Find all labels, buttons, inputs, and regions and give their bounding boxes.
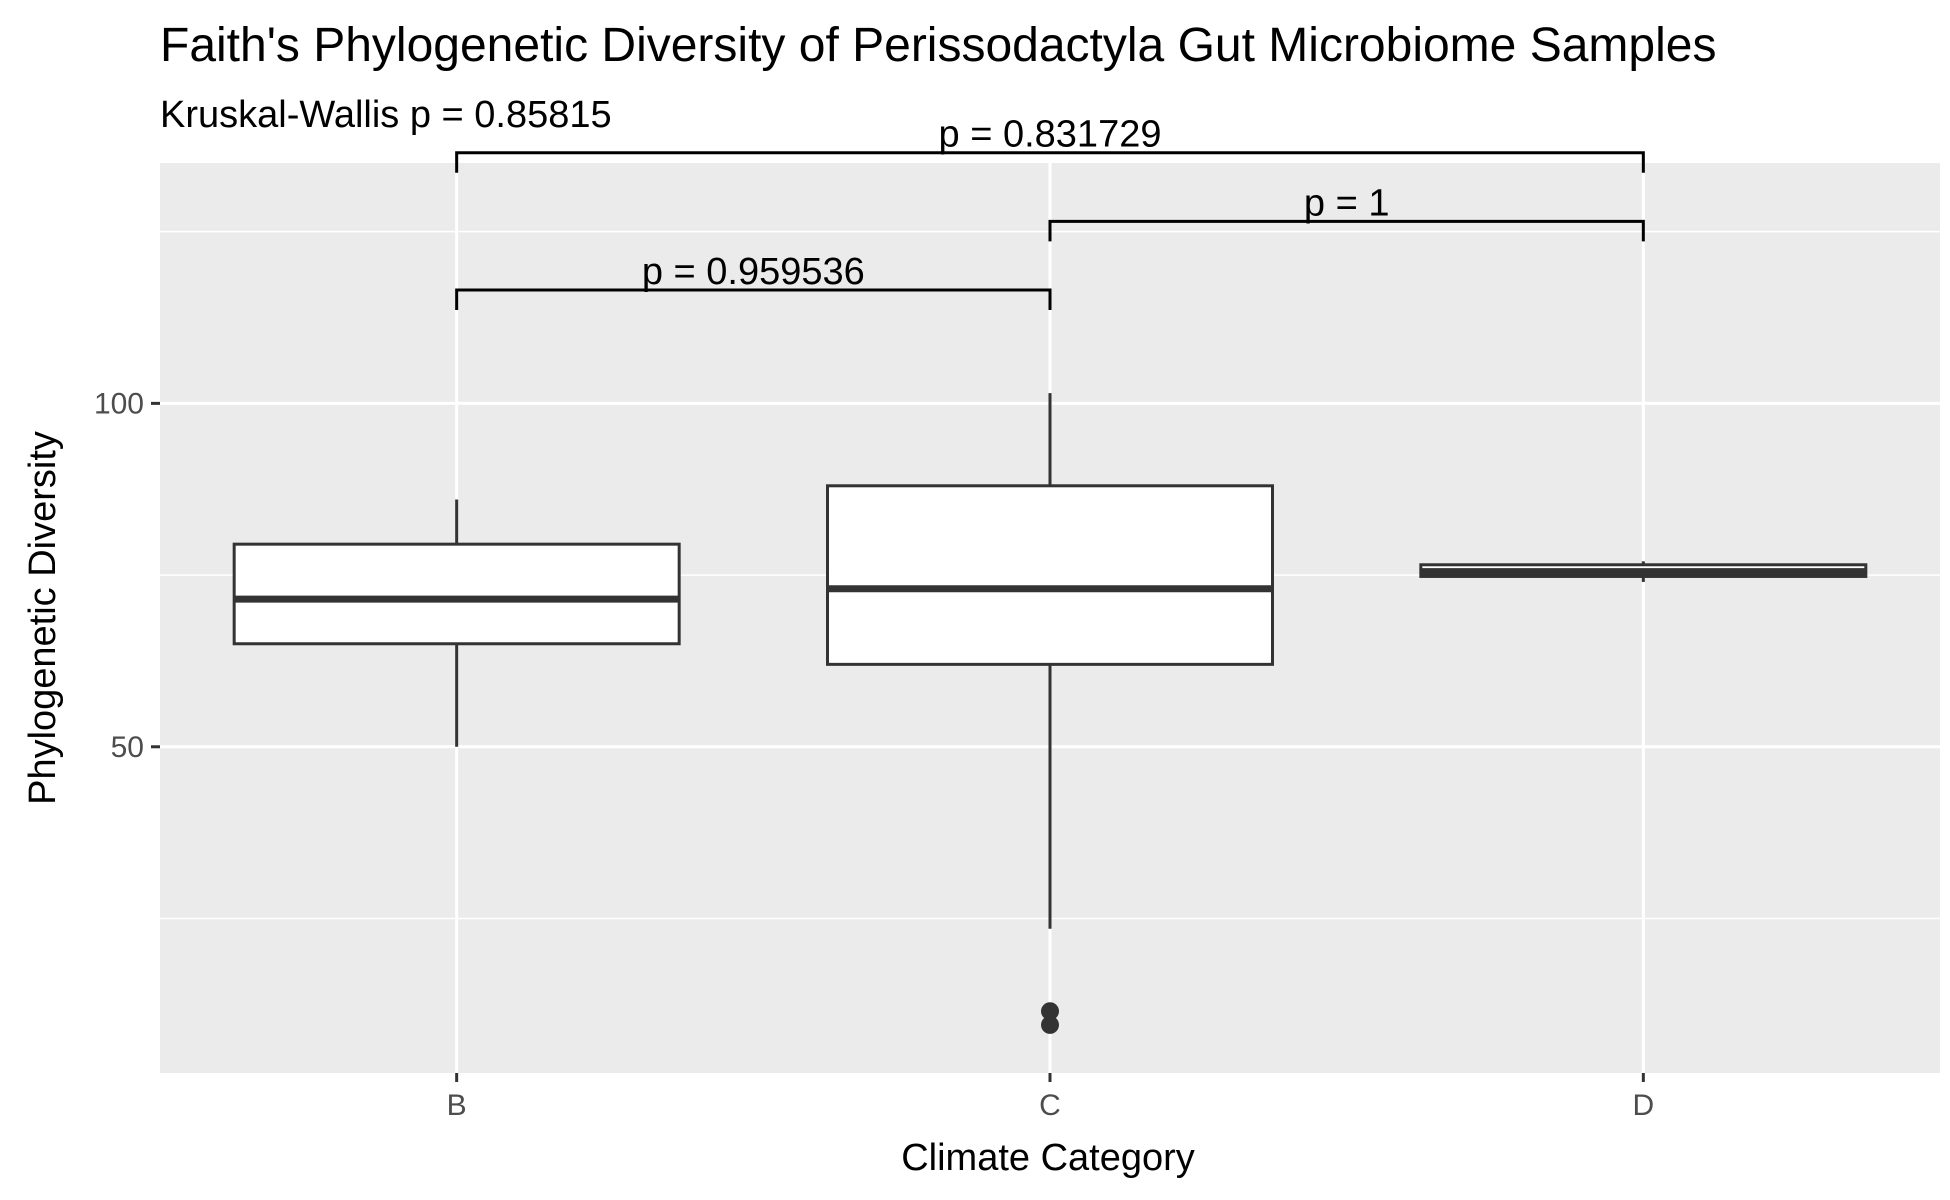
chart-subtitle: Kruskal-Wallis p = 0.85815 (160, 94, 612, 136)
comparison-label: p = 1 (1304, 182, 1390, 224)
box-D (1419, 561, 1868, 582)
comparison-label: p = 0.959536 (642, 251, 865, 293)
box-C (826, 393, 1274, 1034)
comparison-bracket (455, 288, 1052, 311)
outlier-point (1041, 1015, 1059, 1034)
comparison-bracket (455, 151, 1645, 173)
chart-title: Faith's Phylogenetic Diversity of Periss… (160, 19, 1717, 72)
x-tick-label: C (1039, 1089, 1061, 1122)
x-tick-label: D (1632, 1089, 1654, 1122)
y-axis-title: Phylogenetic Diversity (22, 431, 64, 805)
box-B (232, 499, 681, 747)
x-tick-label: B (447, 1089, 467, 1122)
box-body (826, 484, 1274, 666)
comparison-bracket (1048, 219, 1645, 242)
y-tick-label: 100 (94, 387, 144, 420)
axes: 50 100 B C D (94, 387, 1654, 1122)
boxes (232, 393, 1868, 1034)
box-body (232, 542, 681, 646)
x-axis-title: Climate Category (901, 1137, 1195, 1179)
comparison-B-D: p = 0.831729 (455, 114, 1645, 173)
y-tick-label: 50 (111, 731, 144, 764)
comparison-B-C: p = 0.959536 (455, 251, 1052, 311)
comparison-label: p = 0.831729 (939, 114, 1162, 156)
comparison-C-D: p = 1 (1048, 182, 1645, 242)
comparison-brackets: p = 0.959536 p = 1 p = 0.831729 (455, 114, 1645, 311)
outlier-point (1041, 1002, 1059, 1021)
